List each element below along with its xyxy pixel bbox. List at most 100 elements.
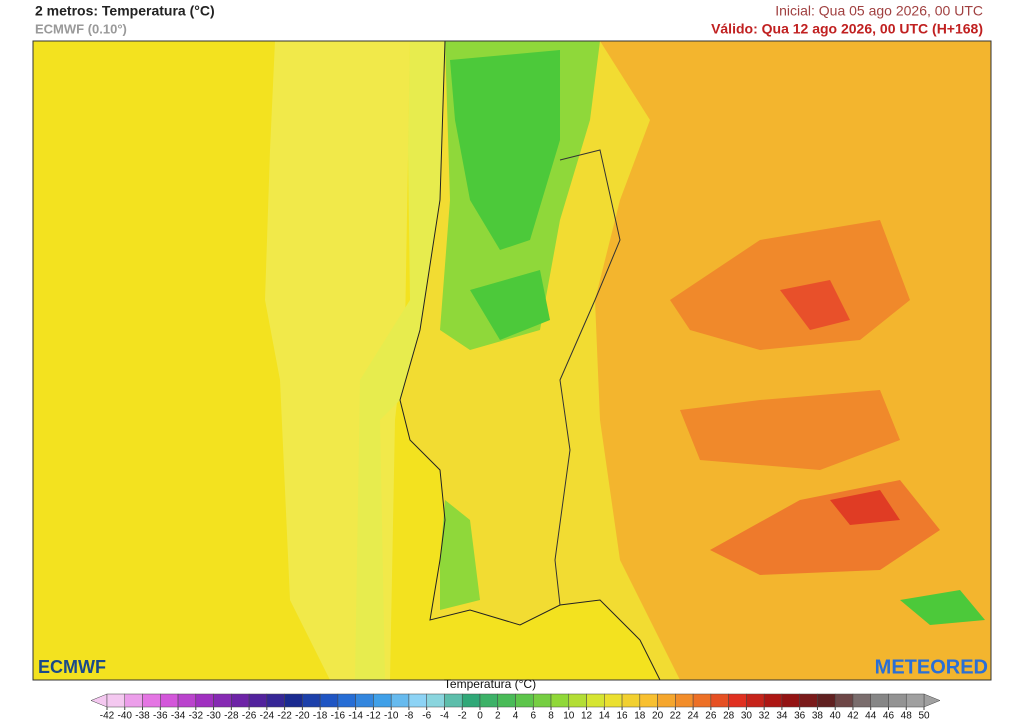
colorbar-tick-label: 46	[883, 711, 895, 720]
colorbar-cell	[515, 693, 534, 708]
colorbar-cell	[870, 693, 889, 708]
colorbar-tick-label: 48	[901, 711, 913, 720]
colorbar-cell	[746, 693, 765, 708]
colorbar-cell	[621, 693, 641, 708]
colorbar-tick-label: 14	[599, 711, 611, 720]
colorbar-cell	[284, 693, 303, 708]
colorbar-tick-label: -24	[260, 711, 275, 720]
colorbar-tick-label: -22	[277, 711, 292, 720]
colorbar-cell	[479, 693, 498, 708]
colorbar-cell	[834, 693, 854, 708]
colorbar-cell	[337, 693, 356, 708]
colorbar-cell	[106, 693, 126, 708]
map-frame	[32, 40, 992, 681]
colorbar-cell	[444, 693, 463, 708]
colorbar-cell	[195, 693, 214, 708]
colorbar-tick-label: -36	[153, 711, 168, 720]
valid-time: Válido: Qua 12 ago 2026, 00 UTC (H+168)	[711, 21, 983, 37]
colorbar-tick-label: 32	[759, 711, 771, 720]
colorbar-tick-label: -4	[440, 711, 449, 720]
colorbar-tick-label: -30	[206, 711, 221, 720]
colorbar-tick-label: 4	[513, 711, 519, 720]
colorbar-cell	[248, 693, 268, 708]
colorbar-cell	[213, 693, 232, 708]
colorbar-cell	[461, 693, 481, 708]
map	[33, 41, 991, 680]
colorbar-tick-label: -16	[331, 711, 346, 720]
colorbar-tick-label: -34	[171, 711, 186, 720]
colorbar-cell	[160, 693, 179, 708]
colorbar-tick-label: 38	[812, 711, 824, 720]
colorbar-cell	[710, 693, 729, 708]
colorbar-cell	[657, 693, 676, 708]
colorbar-tick-label: -40	[118, 711, 133, 720]
colorbar-tick-label: 18	[634, 711, 646, 720]
colorbar-title: Temperatura (°C)	[444, 677, 536, 691]
colorbar-cell	[817, 693, 836, 708]
colorbar-tick-label: 26	[705, 711, 717, 720]
colorbar-cell	[781, 693, 800, 708]
colorbar-cell	[692, 693, 712, 708]
colorbar-cell	[142, 693, 161, 708]
colorbar-cell	[231, 693, 250, 708]
colorbar-tick-label: 40	[830, 711, 842, 720]
colorbar-cell	[408, 693, 427, 708]
colorbar-cell	[266, 693, 285, 708]
colorbar-arrow-low	[90, 693, 108, 708]
colorbar-tick-label: -42	[100, 711, 115, 720]
initial-time: Inicial: Qua 05 ago 2026, 00 UTC	[775, 3, 983, 19]
colorbar-cell	[302, 693, 321, 708]
ecmwf-logo: ECMWF	[38, 657, 106, 677]
colorbar-tick-label: -8	[404, 711, 413, 720]
colorbar-tick-label: -38	[135, 711, 150, 720]
colorbar-tick-label: 44	[865, 711, 877, 720]
colorbar-cell	[604, 693, 623, 708]
colorbar-tick-label: 2	[495, 711, 501, 720]
colorbar-tick-label: 16	[617, 711, 629, 720]
colorbar-tick-label: -14	[348, 711, 363, 720]
colorbar-cell	[639, 693, 658, 708]
colorbar-tick-label: -26	[242, 711, 257, 720]
colorbar-tick-label: -20	[295, 711, 310, 720]
colorbar-cell	[426, 693, 445, 708]
colorbar-tick-label: 12	[581, 711, 593, 720]
colorbar-tick-label: 34	[776, 711, 788, 720]
colorbar-tick-label: 24	[688, 711, 700, 720]
colorbar-tick-label: 20	[652, 711, 664, 720]
meteored-logo: METEORED	[875, 656, 988, 678]
model: ECMWF (0.10°)	[35, 21, 127, 36]
colorbar-tick-label: 22	[670, 711, 682, 720]
colorbar-arrow-high	[923, 693, 941, 708]
title: 2 metros: Temperatura (°C)	[35, 3, 215, 19]
colorbar-cell	[124, 693, 143, 708]
colorbar-tick-label: -32	[189, 711, 204, 720]
colorbar-cell	[905, 693, 925, 708]
colorbar-tick-label: 36	[794, 711, 806, 720]
colorbar-tick-label: 42	[847, 711, 859, 720]
colorbar-tick-label: -18	[313, 711, 328, 720]
colorbar-cell	[586, 693, 605, 708]
colorbar-tick-label: 6	[530, 711, 536, 720]
colorbar-cell	[550, 693, 570, 708]
colorbar-cell	[763, 693, 783, 708]
colorbar-tick-label: 8	[548, 711, 554, 720]
colorbar-cell	[728, 693, 747, 708]
colorbar-cell	[177, 693, 197, 708]
colorbar-cell	[497, 693, 516, 708]
colorbar-tick-label: 30	[741, 711, 753, 720]
colorbar-cell	[319, 693, 339, 708]
colorbar-tick-label: 0	[477, 711, 483, 720]
colorbar-tick-label: -28	[224, 711, 239, 720]
colorbar-cell	[799, 693, 818, 708]
colorbar-cell	[568, 693, 587, 708]
colorbar-cell	[533, 693, 552, 708]
colorbar-tick-label: -12	[366, 711, 381, 720]
colorbar-cell	[373, 693, 392, 708]
colorbar-tick-label: -10	[384, 711, 399, 720]
colorbar-cell	[852, 693, 871, 708]
colorbar-tick-label: -2	[458, 711, 467, 720]
colorbar-tick-label: 10	[563, 711, 575, 720]
colorbar-tick-label: 50	[918, 711, 930, 720]
colorbar-cell	[888, 693, 907, 708]
